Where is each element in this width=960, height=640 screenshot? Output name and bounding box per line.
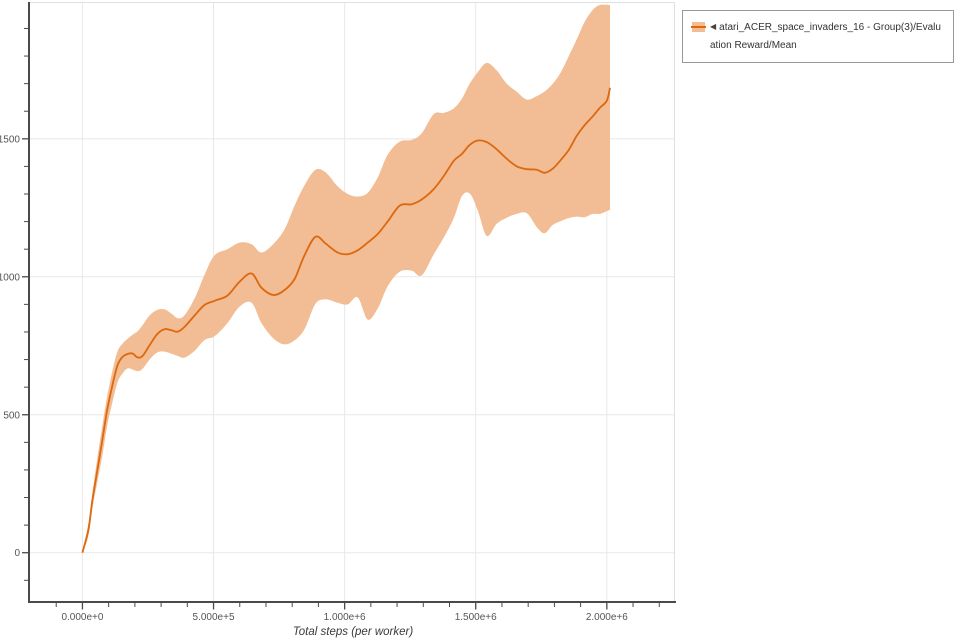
- x-tick-label: 2.000e+6: [586, 612, 628, 623]
- y-tick-label: 1500: [0, 134, 20, 145]
- legend-box: ◀ atari_ACER_space_invaders_16 - Group(3)…: [682, 10, 954, 63]
- series-line-icon: [691, 26, 706, 28]
- x-tick-label: 5.000e+5: [193, 612, 235, 623]
- y-tick-label: 1000: [0, 272, 20, 283]
- legend-item-series[interactable]: ◀ atari_ACER_space_invaders_16 - Group(3)…: [691, 18, 945, 55]
- y-tick-label: 0: [14, 548, 20, 559]
- confidence-band: [82, 4, 610, 553]
- legend-text: ◀ atari_ACER_space_invaders_16 - Group(3)…: [710, 18, 945, 55]
- collapse-triangle-icon: ◀: [710, 22, 717, 31]
- x-axis-title: Total steps (per worker): [293, 626, 414, 638]
- x-tick-label: 1.500e+6: [455, 612, 497, 623]
- y-tick-label: 500: [3, 410, 20, 421]
- mean-line: [81, 87, 611, 553]
- series-color-swatch-icon: [691, 22, 706, 32]
- x-tick-label: 0.000e+0: [61, 612, 103, 623]
- x-tick-label: 1.000e+6: [324, 612, 366, 623]
- legend-label: atari_ACER_space_invaders_16 - Group(3)/…: [710, 22, 941, 51]
